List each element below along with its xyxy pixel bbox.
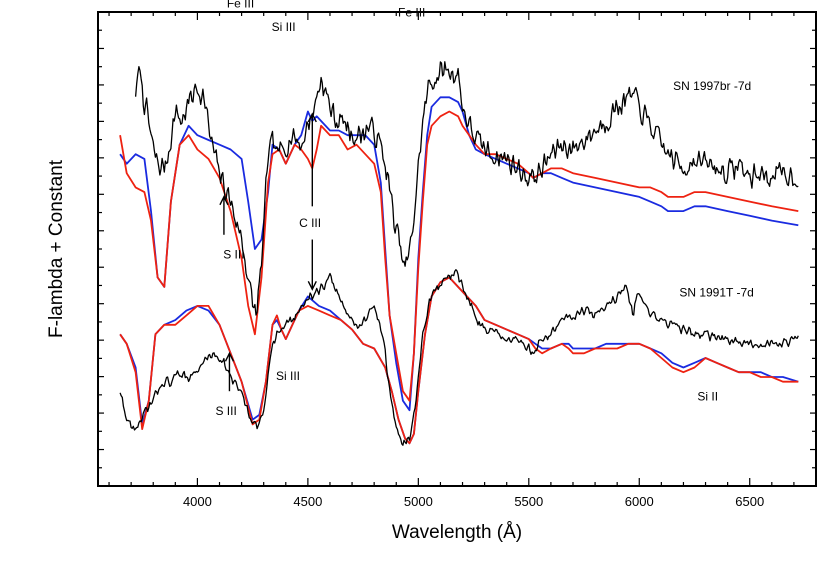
annotation-fe3-a: Fe III <box>227 0 254 10</box>
sn-1997br-model-red-line <box>119 110 799 402</box>
panel-label: SN 1997br -7d <box>673 79 751 93</box>
tick-marks <box>98 12 817 486</box>
sn-1991t-observed-line <box>119 269 799 446</box>
x-axis-title: Wavelength (Å) <box>392 522 522 543</box>
annotations-layer: Fe III Si III Fe III S III C III Si III S III S… <box>215 0 718 418</box>
x-tick-label: 6000 <box>625 494 654 509</box>
x-tick-label: 6500 <box>735 494 764 509</box>
annotation-s3-top: S III <box>223 247 244 261</box>
panel-label: SN 1991T -7d <box>679 285 754 299</box>
sn-1991t-model-blue-line <box>119 276 799 445</box>
y-axis-title: F-lambda + Constant <box>46 159 67 338</box>
arrow-s3-bottom <box>224 351 235 392</box>
x-tick-label: 5500 <box>514 494 543 509</box>
panel-labels: SN 1997br -7d SN 1991T -7d <box>673 79 754 299</box>
x-tick-label: 4500 <box>293 494 322 509</box>
arrow-s3-top <box>219 195 229 235</box>
sn-1991t-model-red-line <box>119 276 799 445</box>
annotation-si2: Si II <box>697 390 718 404</box>
sn-1997br-observed-line <box>134 61 799 316</box>
x-tick-label: 5000 <box>404 494 433 509</box>
sn-1997br-model-blue-line <box>119 96 799 412</box>
annotation-si3-b: Si III <box>276 369 300 383</box>
annotation-si3-a: Si III <box>272 20 296 34</box>
series-layer <box>119 61 799 446</box>
x-tick-labels: 4000 4500 5000 5500 6000 6500 <box>183 494 764 509</box>
annotation-c3: C III <box>299 216 321 230</box>
annotation-s3-bottom: S III <box>215 404 236 418</box>
arrow-c3-down <box>307 239 317 291</box>
x-tick-label: 4000 <box>183 494 212 509</box>
annotation-fe3-b: Fe III <box>398 6 425 20</box>
arrow-c3-up <box>307 112 317 207</box>
